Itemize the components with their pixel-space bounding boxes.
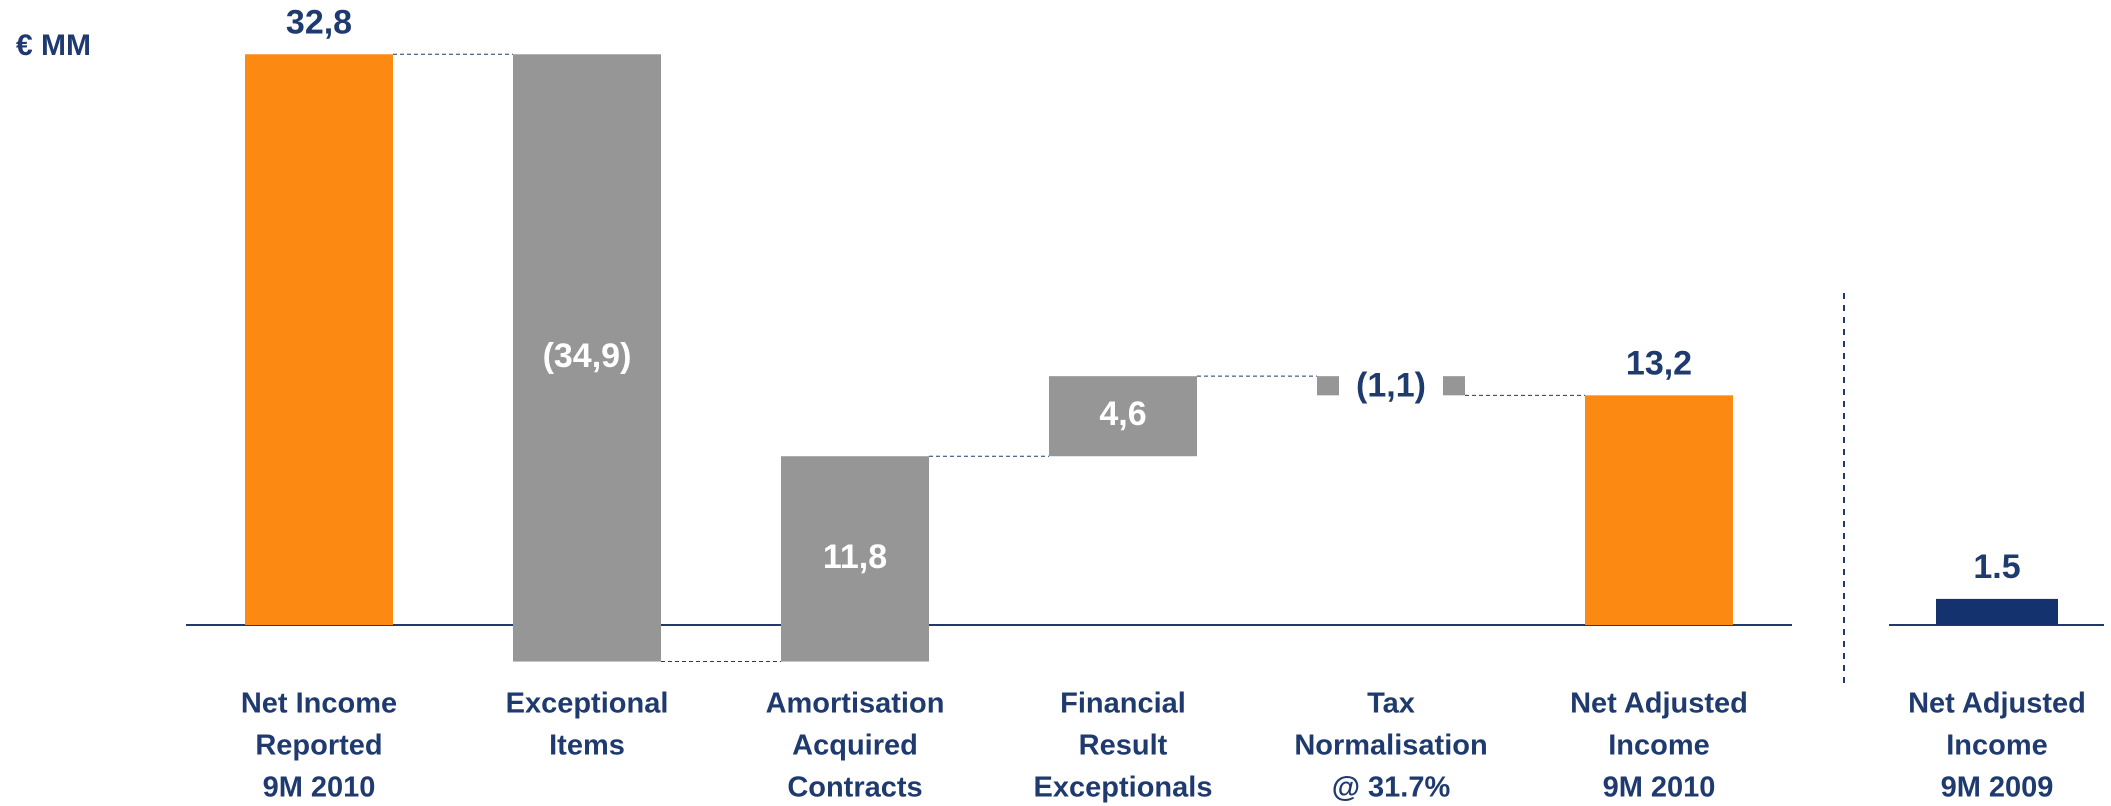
value-label: (1,1) <box>1356 367 1426 405</box>
label-bg <box>1339 365 1443 406</box>
bar <box>1585 395 1733 625</box>
value-label: 32,8 <box>286 3 352 41</box>
bar <box>245 54 393 625</box>
x-tick-label: Exceptionals <box>1034 772 1213 804</box>
value-label: 4,6 <box>1099 395 1146 433</box>
x-tick-label: Items <box>549 730 625 762</box>
x-tick-label: 9M 2010 <box>263 772 376 804</box>
x-tick-label: Net Income <box>241 688 397 720</box>
x-tick-label: Amortisation <box>766 688 945 720</box>
x-tick-label: Reported <box>255 730 382 762</box>
x-tick-label: Net Adjusted <box>1570 688 1748 720</box>
x-tick-label: Income <box>1608 730 1710 762</box>
x-tick-label: Acquired <box>792 730 918 762</box>
bar <box>513 54 661 662</box>
value-label: (34,9) <box>543 337 632 375</box>
x-tick-label: Contracts <box>787 772 922 804</box>
bar <box>781 456 929 662</box>
x-tick-label: 9M 2009 <box>1941 772 2054 804</box>
x-tick-label: Net Adjusted <box>1908 688 2086 720</box>
x-tick-label: Result <box>1079 730 1168 762</box>
x-tick-label: Exceptional <box>506 688 669 720</box>
unit-label: € MM <box>16 29 91 62</box>
x-tick-label: Normalisation <box>1294 730 1487 762</box>
x-tick-label: Income <box>1946 730 2048 762</box>
value-label: 13,2 <box>1626 344 1692 382</box>
x-tick-label: @ 31.7% <box>1332 772 1451 804</box>
x-tick-label: Financial <box>1060 688 1186 720</box>
x-tick-label: Tax <box>1367 688 1415 720</box>
x-tick-label: 9M 2010 <box>1603 772 1716 804</box>
value-label: 1.5 <box>1973 548 2020 586</box>
bar <box>1049 376 1197 457</box>
bar <box>1936 598 2058 625</box>
value-label: 11,8 <box>823 538 887 576</box>
